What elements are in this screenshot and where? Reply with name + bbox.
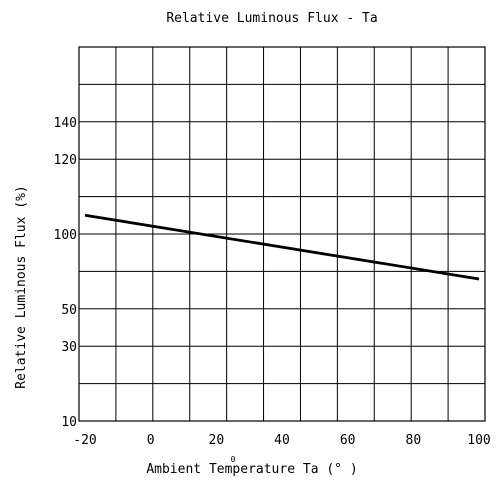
x-tick-label: 60 (340, 433, 356, 448)
series-line (84, 213, 480, 281)
x-tick-label: 40 (274, 433, 290, 448)
x-axis-label: Ambient Temperature Ta (° ) (146, 462, 357, 477)
chart-title: Relative Luminous Flux - Ta (166, 11, 377, 26)
y-tick-label: 100 (54, 228, 77, 243)
y-tick-label: 30 (61, 340, 77, 355)
y-axis-label: Relative Luminous Flux (%) (14, 185, 29, 389)
x-tick-labels: -20 0 20 40 60 80 100 (73, 433, 490, 448)
y-tick-label: 120 (54, 153, 77, 168)
y-tick-label: 140 (54, 116, 77, 131)
x-tick-label: 0 (147, 433, 155, 448)
y-tick-label: 50 (61, 303, 77, 318)
series-group (84, 213, 480, 281)
x-tick-label: 80 (406, 433, 422, 448)
x-tick-label: 20 (209, 433, 225, 448)
grid (78, 46, 486, 422)
x-tick-label: -20 (73, 433, 96, 448)
y-tick-labels: 140 120 100 50 30 10 (54, 116, 77, 430)
y-tick-label: 10 (61, 415, 77, 430)
x-tick-label: 100 (467, 433, 490, 448)
x-axis-label-mark: 0 (231, 455, 236, 464)
